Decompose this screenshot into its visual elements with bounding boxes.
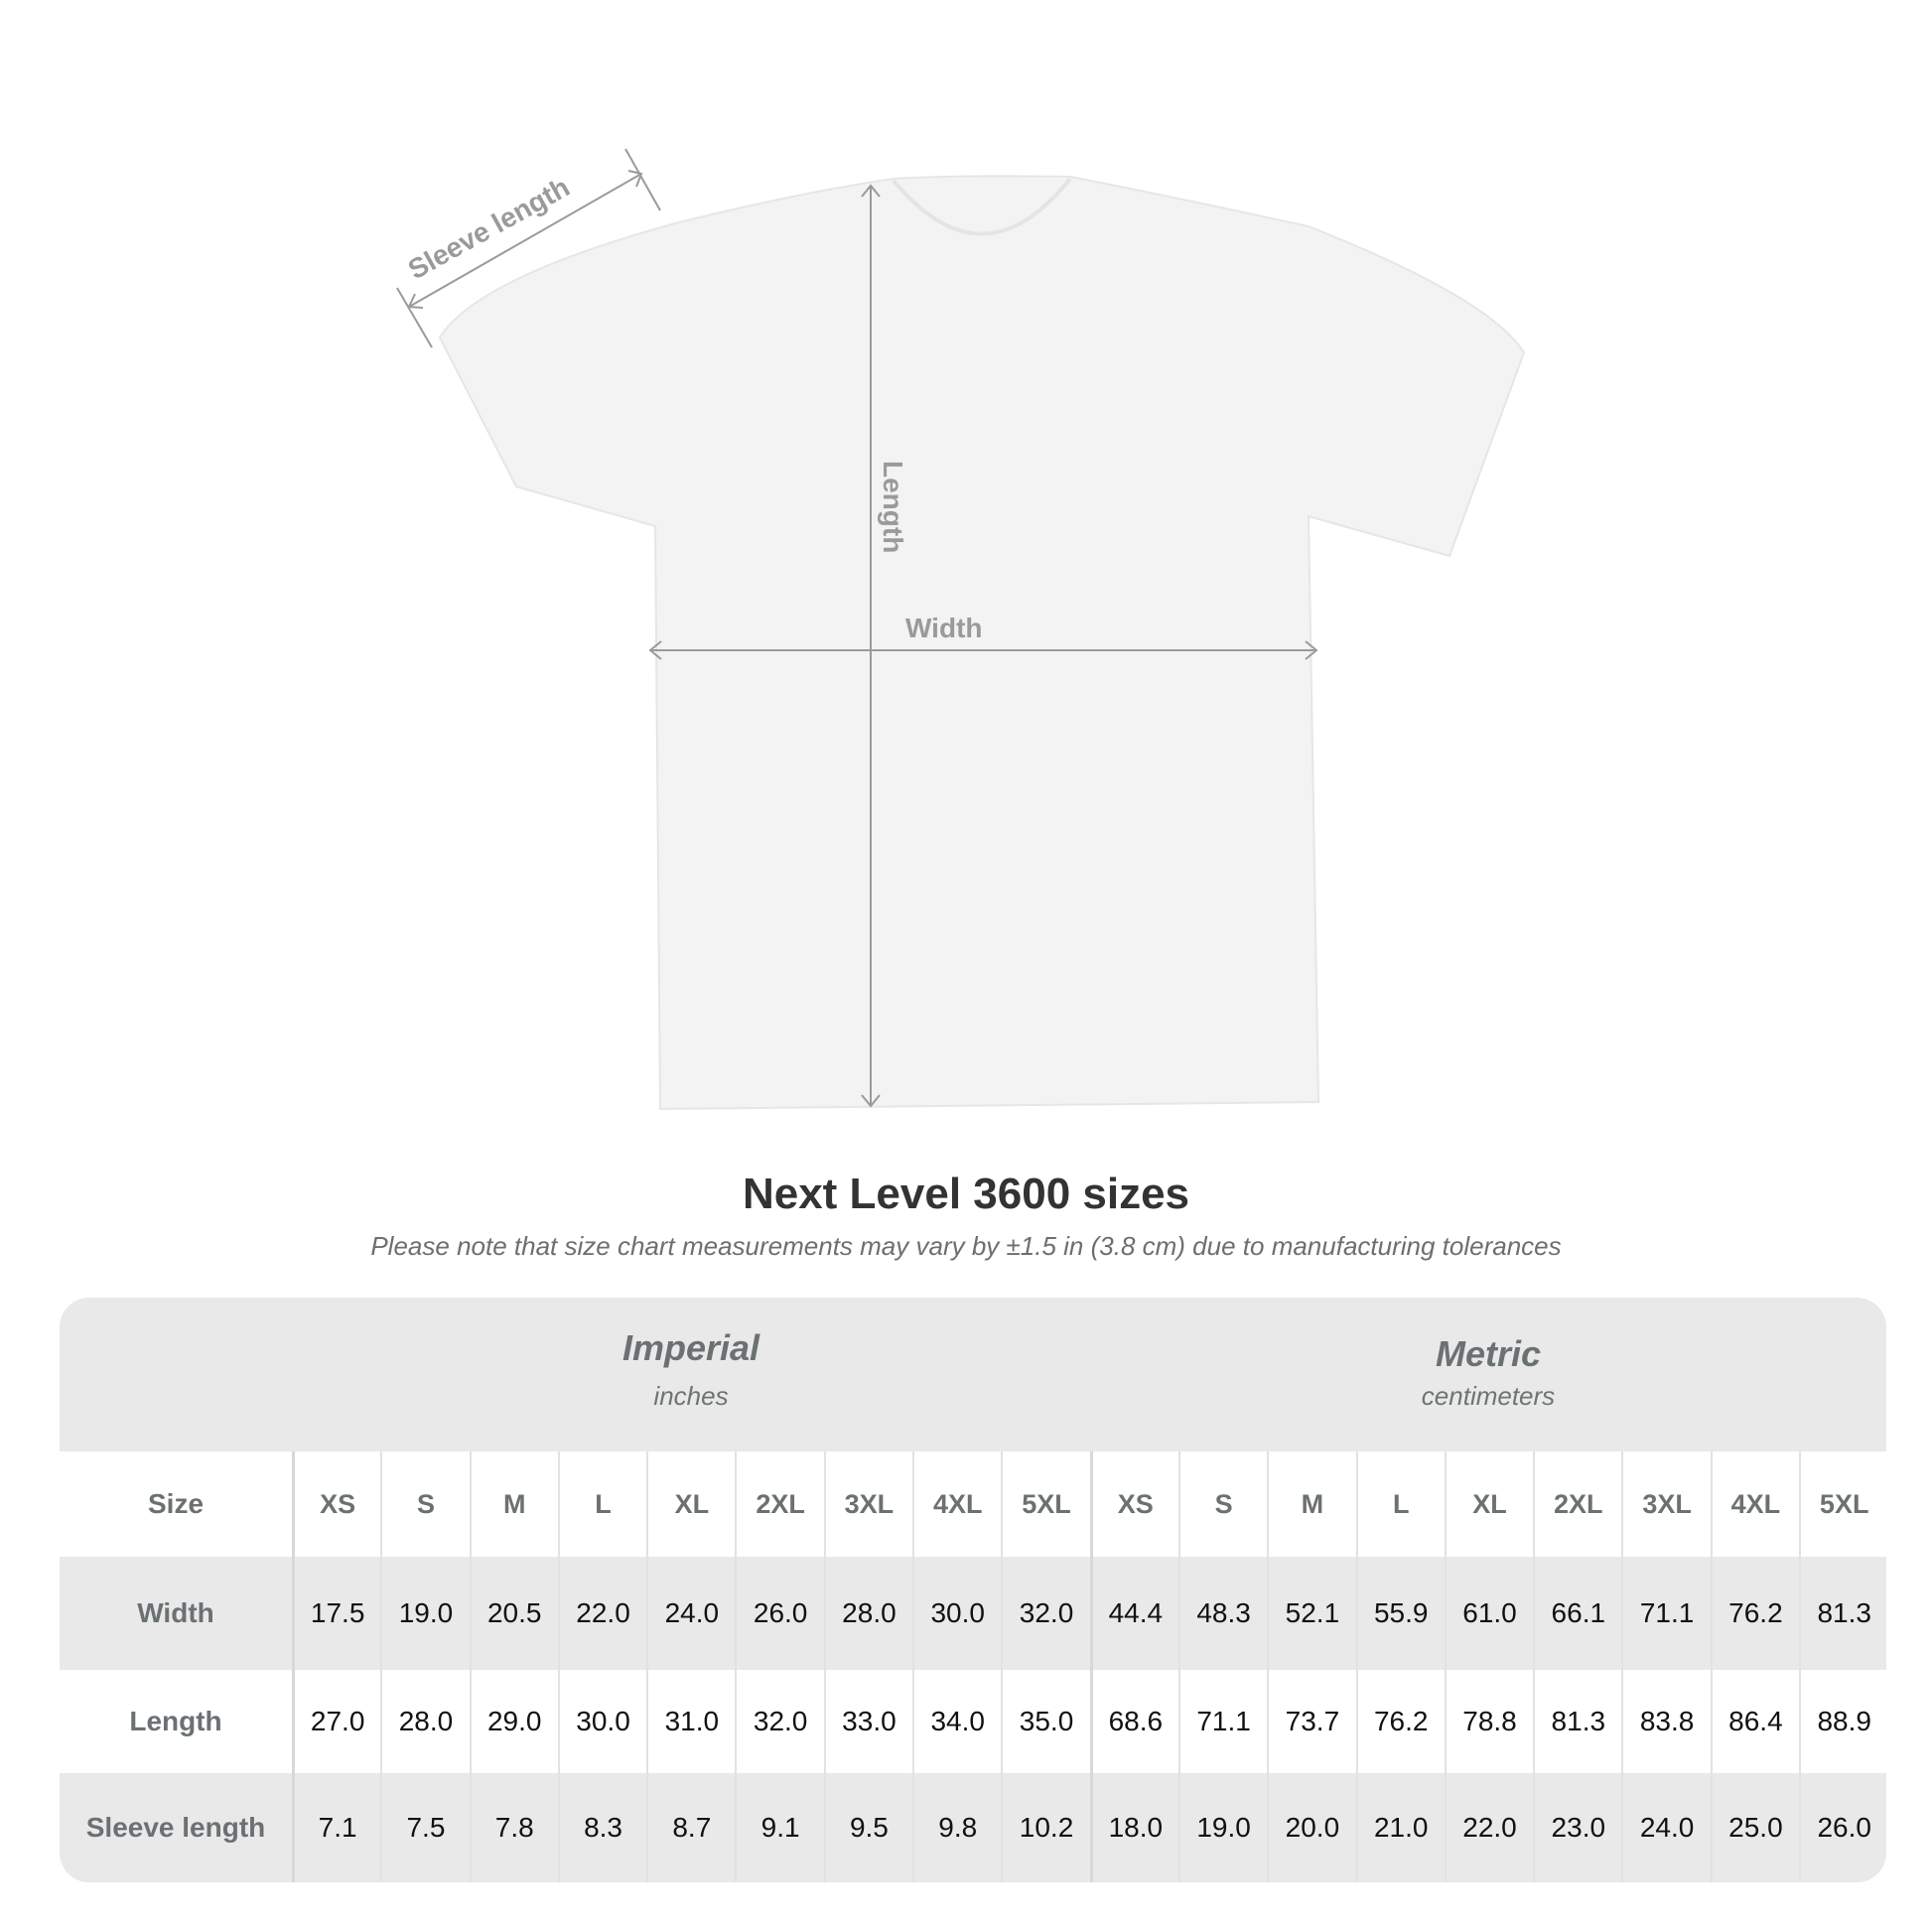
size-header-cell: M — [469, 1451, 558, 1557]
value-cell: 88.9 — [1799, 1670, 1886, 1773]
value-cell: 24.0 — [1621, 1773, 1710, 1882]
value-cell: 19.0 — [1177, 1773, 1267, 1882]
value-cell: 81.3 — [1533, 1670, 1621, 1773]
value-cell: 27.0 — [292, 1670, 380, 1773]
value-cell: 33.0 — [823, 1670, 912, 1773]
value-cell: 20.0 — [1267, 1773, 1355, 1882]
value-cell: 10.2 — [1001, 1773, 1089, 1882]
value-cell: 25.0 — [1710, 1773, 1799, 1882]
value-cell: 44.4 — [1089, 1557, 1178, 1670]
width-label: Width — [905, 613, 983, 643]
collar — [892, 177, 1072, 236]
value-cell: 23.0 — [1533, 1773, 1621, 1882]
metric-header: Metric centimeters — [1090, 1333, 1886, 1487]
size-header-cell: L — [1355, 1451, 1445, 1557]
tshirt-diagram: Sleeve length Length Width — [396, 148, 1526, 1111]
size-header-cell: 2XL — [1533, 1451, 1621, 1557]
row-label: Length — [129, 1706, 222, 1736]
value-cell: 31.0 — [646, 1670, 735, 1773]
size-header-cell: S — [1177, 1451, 1267, 1557]
size-header-cell: XL — [646, 1451, 735, 1557]
measure-arrows — [396, 148, 1318, 1108]
metric-title: Metric — [1435, 1333, 1542, 1374]
size-header-cell: XS — [1089, 1451, 1178, 1557]
size-table: Imperial inches Metric centimeters Size X… — [60, 1298, 1886, 1882]
size-header-cell: S — [380, 1451, 469, 1557]
value-cell: 68.6 — [1089, 1670, 1178, 1773]
size-header-cell: 5XL — [1001, 1451, 1089, 1557]
value-cell: 24.0 — [646, 1557, 735, 1670]
value-cell: 9.8 — [912, 1773, 1001, 1882]
value-cell: 7.1 — [292, 1773, 380, 1882]
value-cell: 34.0 — [912, 1670, 1001, 1773]
value-cell: 28.0 — [823, 1557, 912, 1670]
value-cell: 81.3 — [1799, 1557, 1886, 1670]
size-header-cell: M — [1267, 1451, 1355, 1557]
value-cell: 7.5 — [380, 1773, 469, 1882]
size-header-cell: 3XL — [1621, 1451, 1710, 1557]
value-cell: 19.0 — [380, 1557, 469, 1670]
size-header-cell: 5XL — [1799, 1451, 1886, 1557]
value-cell: 22.0 — [557, 1557, 646, 1670]
value-cell: 66.1 — [1533, 1557, 1621, 1670]
tshirt-shape — [438, 175, 1526, 1111]
row-label: Sleeve length — [85, 1812, 266, 1843]
value-cell: 83.8 — [1621, 1670, 1710, 1773]
value-cell: 22.0 — [1444, 1773, 1533, 1882]
imperial-unit: inches — [653, 1381, 729, 1411]
value-cell: 55.9 — [1355, 1557, 1445, 1670]
value-cell: 18.0 — [1089, 1773, 1178, 1882]
value-cell: 71.1 — [1177, 1670, 1267, 1773]
value-cell: 32.0 — [1001, 1557, 1089, 1670]
value-cell: 7.8 — [469, 1773, 558, 1882]
value-cell: 20.5 — [469, 1557, 558, 1670]
table-row-width: Width 17.5 19.0 20.5 22.0 24.0 26.0 28.0 30.0 32.… — [60, 1557, 1886, 1670]
table-row-sleeve-length: Sleeve length 7.1 7.5 7.8 8.3 8.7 9.1 9.5 9.8 10.… — [60, 1773, 1886, 1882]
imperial-header: Imperial inches — [292, 1327, 1090, 1481]
value-cell: 9.5 — [823, 1773, 912, 1882]
value-cell: 76.2 — [1710, 1557, 1799, 1670]
row-label: Size — [147, 1488, 205, 1519]
size-header-cell: XL — [1444, 1451, 1533, 1557]
size-header-cell: L — [557, 1451, 646, 1557]
value-cell: 32.0 — [735, 1670, 823, 1773]
value-cell: 29.0 — [469, 1670, 558, 1773]
value-cell: 21.0 — [1355, 1773, 1445, 1882]
value-cell: 73.7 — [1267, 1670, 1355, 1773]
size-header-cell: XS — [292, 1451, 380, 1557]
size-header-cell: 4XL — [912, 1451, 1001, 1557]
value-cell: 9.1 — [735, 1773, 823, 1882]
page-title: Next Level 3600 sizes — [742, 1170, 1190, 1218]
value-cell: 61.0 — [1444, 1557, 1533, 1670]
size-header-cell: 2XL — [735, 1451, 823, 1557]
metric-unit: centimeters — [1421, 1381, 1556, 1411]
imperial-title: Imperial — [621, 1327, 760, 1368]
value-cell: 30.0 — [557, 1670, 646, 1773]
value-cell: 30.0 — [912, 1557, 1001, 1670]
value-cell: 8.7 — [646, 1773, 735, 1882]
row-label: Width — [137, 1597, 214, 1628]
length-label: Length — [878, 461, 908, 553]
value-cell: 26.0 — [735, 1557, 823, 1670]
size-header-row: Size XS S M L XL 2XL 3XL 4XL 5XL XS S M L XL 2XL 3XL 4XL 5… — [60, 1451, 1886, 1557]
value-cell: 78.8 — [1444, 1670, 1533, 1773]
value-cell: 26.0 — [1799, 1773, 1886, 1882]
value-cell: 17.5 — [292, 1557, 380, 1670]
value-cell: 52.1 — [1267, 1557, 1355, 1670]
value-cell: 76.2 — [1355, 1670, 1445, 1773]
value-cell: 48.3 — [1177, 1557, 1267, 1670]
value-cell: 71.1 — [1621, 1557, 1710, 1670]
size-header-cell: 3XL — [823, 1451, 912, 1557]
value-cell: 28.0 — [380, 1670, 469, 1773]
value-cell: 8.3 — [557, 1773, 646, 1882]
value-cell: 35.0 — [1001, 1670, 1089, 1773]
size-header-cell: 4XL — [1710, 1451, 1799, 1557]
tolerance-note: Please note that size chart measurements… — [370, 1231, 1562, 1261]
table-row-length: Length 27.0 28.0 29.0 30.0 31.0 32.0 33.0 34.0 35… — [60, 1670, 1886, 1773]
value-cell: 86.4 — [1710, 1670, 1799, 1773]
